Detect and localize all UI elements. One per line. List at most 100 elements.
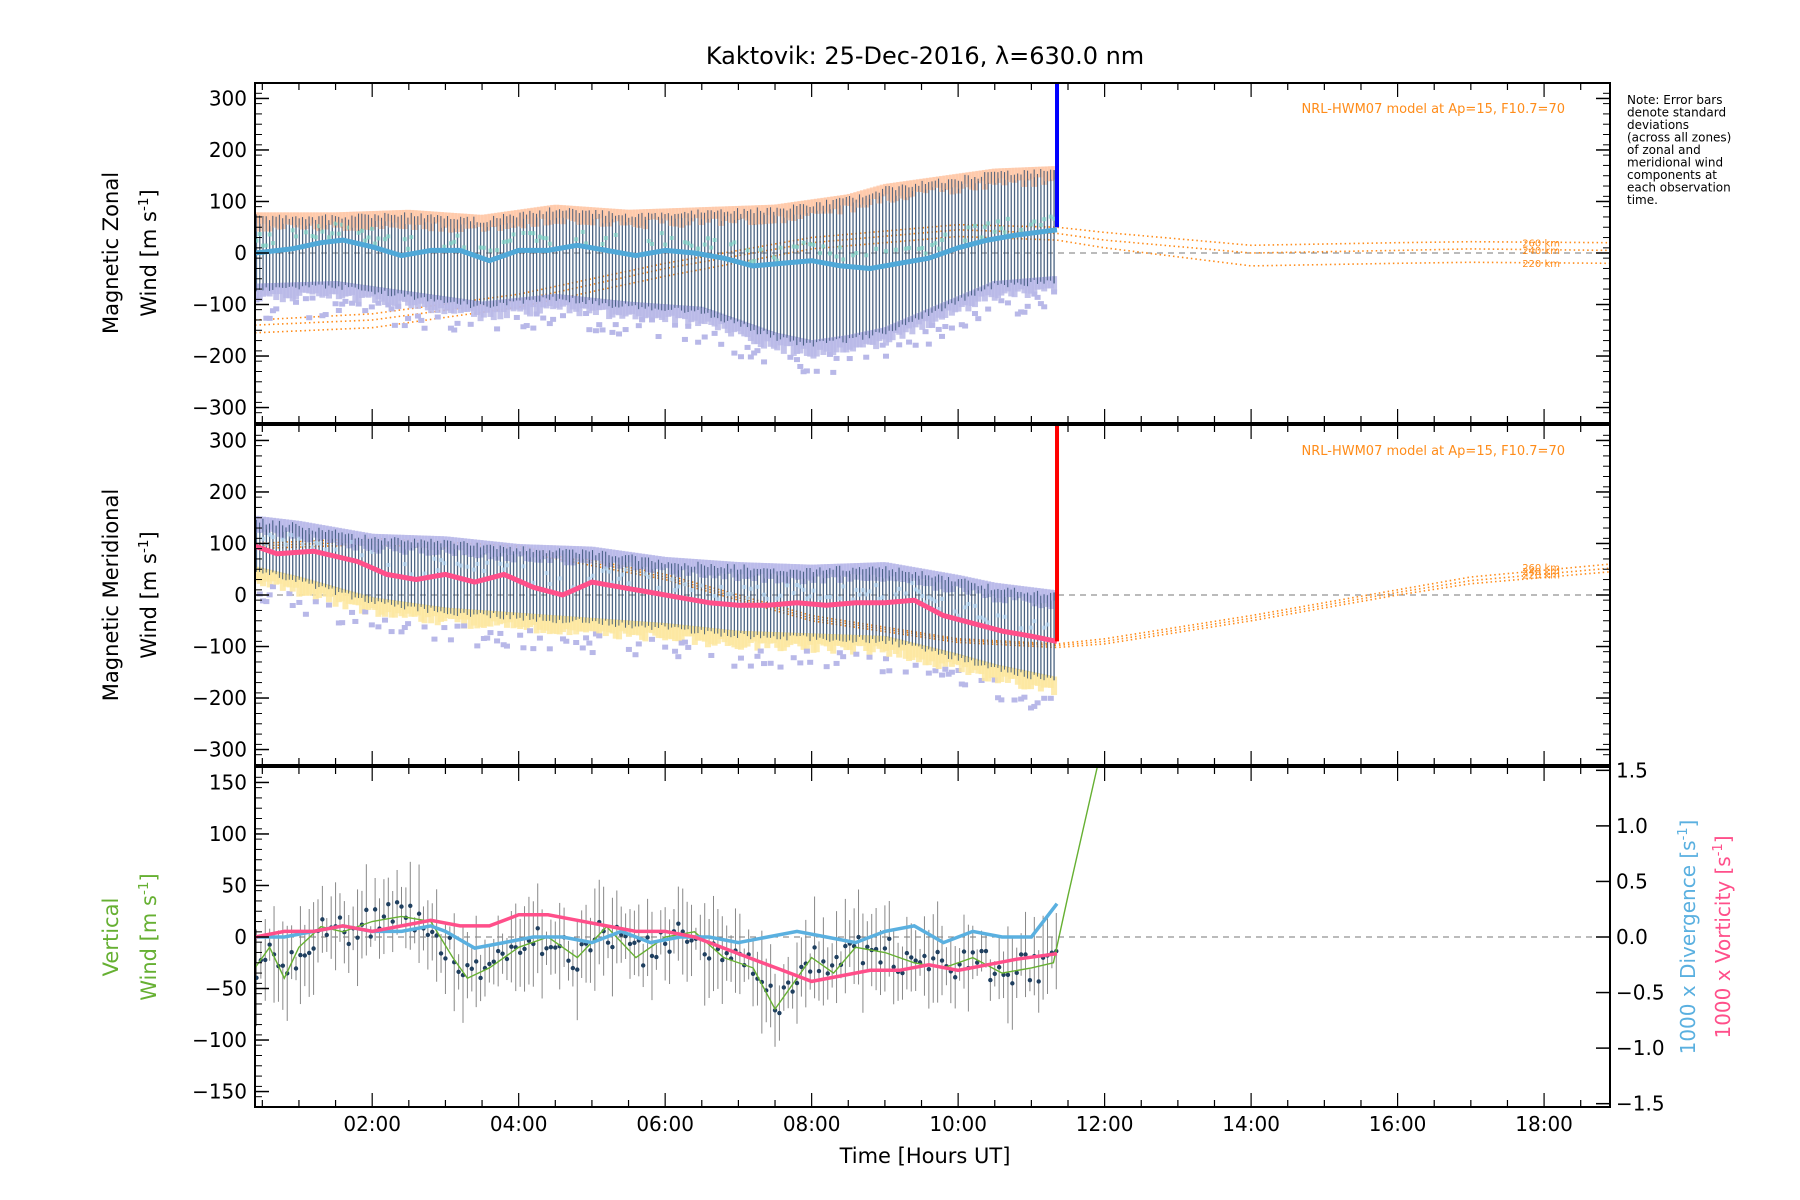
zonal-scatter-hi [474, 214, 481, 226]
meridional-scatter-lo [606, 619, 613, 633]
meridional-scatter-mid [481, 569, 486, 574]
vertical-point [632, 940, 637, 946]
vertical-point [878, 960, 883, 965]
x-tick-label: 12:00 [1076, 1112, 1134, 1136]
zonal-scatter-outlier [494, 326, 501, 332]
meridional-scatter-lo [530, 613, 537, 625]
meridional-scatter-outlier [945, 671, 952, 677]
zonal-scatter-lo [1024, 278, 1031, 299]
zonal-scatter-lo [714, 312, 721, 331]
zonal-scatter-lo [424, 294, 431, 311]
vertical-point [983, 948, 989, 954]
meridional-scatter-lo [892, 638, 899, 654]
vertical-point [544, 946, 549, 951]
zonal-scatter-outlier [685, 323, 692, 329]
meridional-scatter-hi [312, 523, 319, 538]
meridional-scatter-outlier [662, 644, 669, 650]
zonal-scatter-lo [675, 305, 682, 319]
vertical-point [974, 960, 980, 965]
zonal-scatter-mid [386, 234, 391, 239]
vertical-point [821, 959, 826, 964]
meridional-scatter-lo [550, 615, 557, 634]
zonal-scatter-lo [744, 322, 751, 338]
vertical-point [706, 956, 712, 961]
zonal-scatter-lo [846, 334, 853, 350]
zonal-scatter-outlier [434, 314, 441, 320]
meridional-scatter-lo [599, 618, 606, 632]
zonal-scatter-mid [1048, 214, 1053, 219]
zonal-scatter-mid [963, 238, 968, 243]
vertical-point [263, 957, 268, 963]
zonal-scatter-outlier [751, 350, 758, 356]
meridional-scatter-outlier [592, 631, 599, 637]
meridional-scatter-lo [761, 631, 768, 644]
zonal-scatter-lo [1037, 277, 1044, 290]
meridional-scatter-outlier [500, 642, 507, 648]
zonal-scatter-lo [780, 334, 787, 354]
meridional-scatter-lo [817, 633, 824, 644]
meridional-scatter-outlier [589, 650, 596, 656]
meridional-scatter-hi [718, 560, 725, 574]
meridional-scatter-outlier [559, 636, 566, 642]
vertical-point [794, 980, 800, 986]
vertical-point [456, 969, 461, 975]
meridional-scatter-lo [675, 624, 682, 642]
zonal-scatter-lo [945, 300, 952, 311]
meridional-scatter-lo [774, 632, 781, 648]
meridional-scatter-outlier [352, 618, 359, 624]
meridional-scatter-lo [316, 582, 323, 598]
meridional-scatter-mid [590, 573, 595, 578]
meridional-scatter-mid [857, 592, 862, 597]
zonal-scatter-outlier [761, 359, 768, 365]
meridional-scatter-lo [978, 660, 985, 675]
zonal-scatter-outlier [414, 313, 421, 319]
meridional-scatter-lo [968, 657, 975, 673]
vertical-y-label-line2-end: ] [137, 873, 161, 881]
meridional-scatter-lo [635, 621, 642, 636]
meridional-scatter-lo [975, 659, 982, 674]
zonal-scatter-outlier [1051, 289, 1058, 295]
meridional-scatter-lo [309, 580, 316, 594]
meridional-scatter-mid [626, 581, 631, 586]
zonal-scatter-mid [933, 241, 938, 246]
meridional-scatter-hi [728, 561, 735, 573]
zonal-scatter-mid [649, 241, 654, 246]
zonal-scatter-lo [523, 296, 530, 315]
zonal-scatter-hi [540, 206, 547, 219]
meridional-scatter-outlier [942, 666, 949, 672]
meridional-scatter-lo [866, 635, 873, 655]
note-line: time. [1627, 193, 1658, 207]
zonal-y-tick-label: −200 [192, 344, 247, 368]
meridional-scatter-mid [982, 617, 987, 622]
zonal-scatter-outlier [922, 329, 929, 335]
meridional-scatter-lo [553, 615, 560, 635]
meridional-scatter-lo [1021, 670, 1028, 690]
zonal-scatter-lo [559, 294, 566, 307]
zonal-scatter-lo [701, 307, 708, 325]
meridional-scatter-lo [503, 611, 510, 628]
zonal-scatter-mid [294, 234, 299, 239]
zonal-scatter-mid [261, 243, 266, 248]
zonal-scatter-lo [500, 299, 507, 313]
meridional-scatter-lo [1024, 671, 1031, 690]
meridional-scatter-outlier [362, 609, 369, 615]
zonal-plot-area [255, 83, 1610, 375]
zonal-scatter-hi [523, 208, 530, 219]
zonal-scatter-lo [685, 305, 692, 326]
zonal-scatter-mid [603, 236, 608, 241]
zonal-scatter-mid [864, 253, 869, 258]
meridional-scatter-lo [695, 626, 702, 641]
zonal-scatter-mid [837, 245, 842, 250]
meridional-scatter-lo [494, 611, 501, 626]
zonal-scatter-mid [795, 244, 799, 249]
zonal-scatter-mid [313, 235, 318, 240]
meridional-scatter-hi [688, 558, 695, 573]
zonal-scatter-outlier [368, 304, 375, 310]
meridional-scatter-outlier [454, 623, 461, 629]
zonal-scatter-lo [899, 320, 906, 339]
zonal-scatter-lo [592, 298, 599, 316]
zonal-scatter-lo [606, 299, 613, 320]
right-y-tick-label: −1.0 [1616, 1036, 1665, 1060]
meridional-scatter-lo [391, 600, 398, 618]
meridional-scatter-mid [333, 547, 338, 552]
